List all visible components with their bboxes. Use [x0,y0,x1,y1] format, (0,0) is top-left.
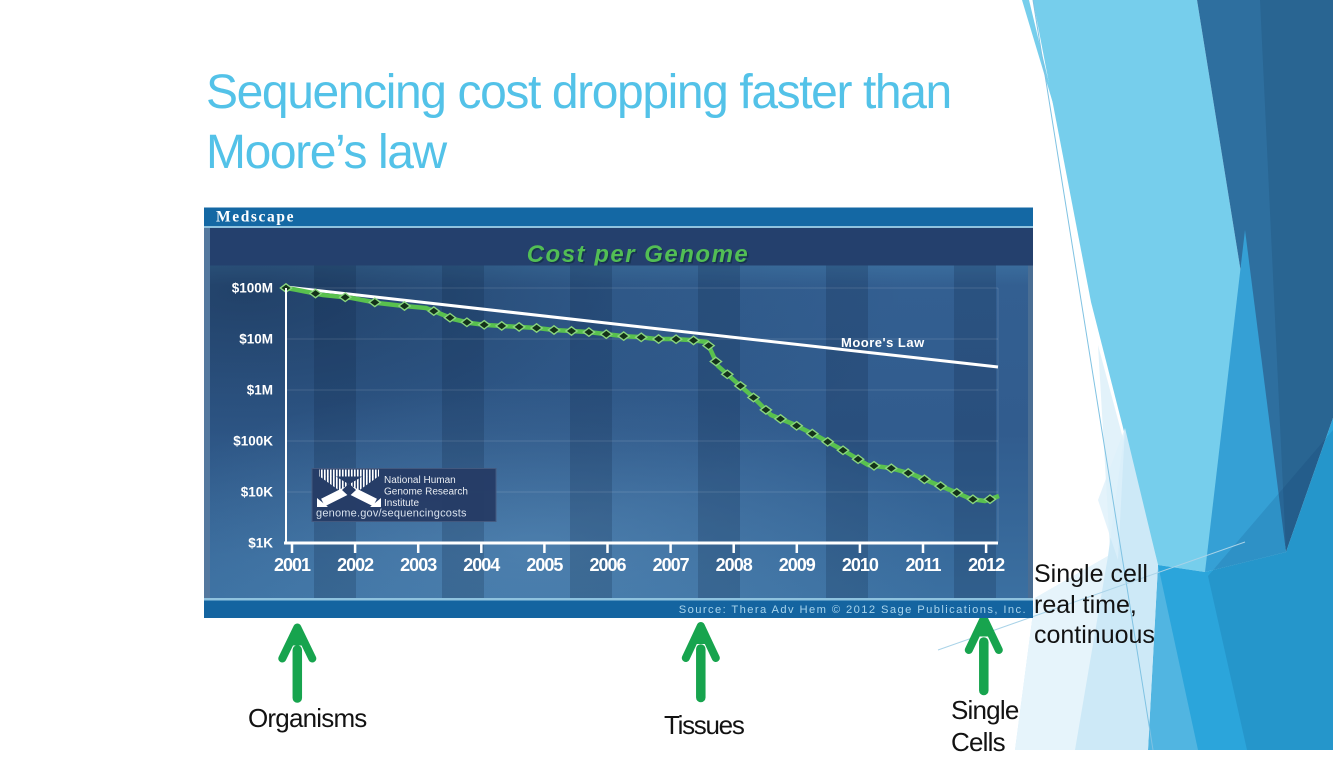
svg-text:Cost per Genome: Cost per Genome [527,241,750,268]
svg-text:2010: 2010 [842,555,879,575]
svg-text:Genome Research: Genome Research [384,487,468,498]
svg-text:2001: 2001 [274,555,311,575]
svg-text:$100K: $100K [233,434,273,449]
svg-text:genome.gov/sequencingcosts: genome.gov/sequencingcosts [316,508,467,520]
svg-text:$1K: $1K [248,536,273,551]
svg-text:2006: 2006 [589,555,626,575]
svg-text:Cost per Genome: Cost per Genome [528,243,751,270]
svg-text:2008: 2008 [716,555,753,575]
svg-text:Moore's Law: Moore's Law [841,335,925,350]
svg-text:2009: 2009 [779,555,816,575]
svg-text:2007: 2007 [653,555,690,575]
svg-text:Source: Thera Adv Hem © 2012 S: Source: Thera Adv Hem © 2012 Sage Public… [679,604,1027,616]
svg-text:$1M: $1M [247,383,273,398]
svg-text:Institute: Institute [384,498,419,509]
svg-text:2002: 2002 [337,555,374,575]
svg-text:$10K: $10K [241,485,274,500]
svg-text:$10M: $10M [239,332,273,347]
svg-text:2011: 2011 [905,555,941,575]
svg-text:2005: 2005 [526,555,563,575]
svg-text:$100M: $100M [232,281,273,296]
svg-text:2003: 2003 [400,555,437,575]
svg-text:Medscape: Medscape [216,209,295,226]
svg-text:National Human: National Human [384,475,456,486]
svg-text:2004: 2004 [463,555,500,575]
svg-text:2012: 2012 [968,555,1005,575]
